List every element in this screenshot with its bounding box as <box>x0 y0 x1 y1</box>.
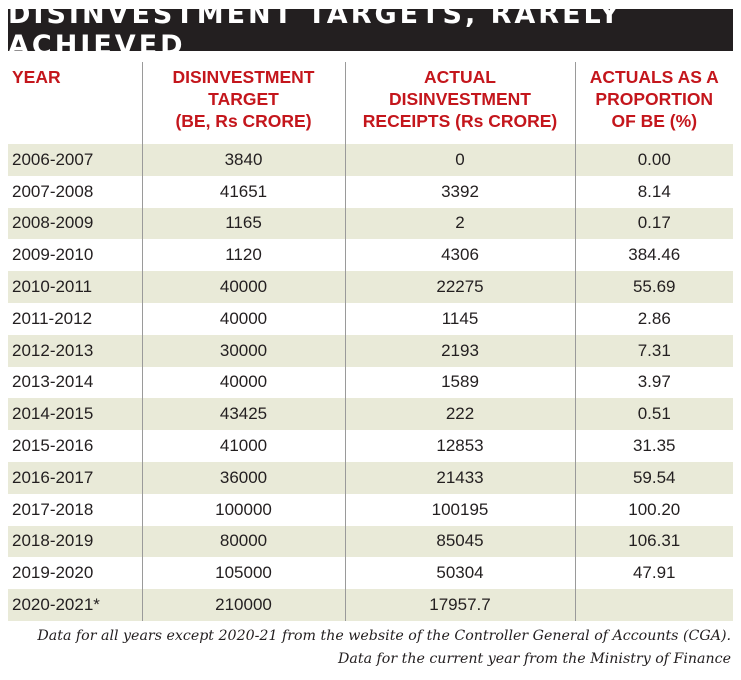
year-cell: 2011-2012 <box>12 308 93 328</box>
year-cell: 2008-2009 <box>8 207 142 240</box>
actual-cell: 22275 <box>344 271 575 303</box>
header-actual: ACTUAL DISINVESTMENT RECEIPTS (Rs CRORE) <box>344 62 575 144</box>
actual-cell: 2193 <box>344 334 575 367</box>
target-cell: 80000 <box>141 525 345 558</box>
table-row: 2009-2010 1120 4306 384.46 <box>8 239 733 272</box>
proportion-cell <box>574 589 733 621</box>
table-row: 2011-2012 40000 1145 2.86 <box>8 302 733 335</box>
target-cell: 1165 <box>141 207 345 240</box>
proportion-cell: 100.20 <box>574 493 733 526</box>
disinvestment-table: YEAR DISINVESTMENT TARGET (BE, Rs CRORE)… <box>8 62 733 621</box>
actual-cell: 0 <box>344 144 575 176</box>
proportion-cell: 8.14 <box>574 175 733 208</box>
header-line: RECEIPTS (Rs CRORE) <box>362 111 558 131</box>
title-bar: DISINVESTMENT TARGETS, RARELY ACHIEVED <box>8 0 733 61</box>
header-line: ACTUAL <box>424 67 496 87</box>
header-year: YEAR <box>8 62 142 144</box>
target-cell: 105000 <box>141 557 345 590</box>
header-line: YEAR <box>12 67 61 87</box>
actual-cell: 1145 <box>344 302 575 335</box>
actual-cell: 17957.7 <box>344 589 575 621</box>
year-cell: 2013-2014 <box>12 372 94 392</box>
year-cell: 2007-2008 <box>12 181 94 201</box>
proportion-cell: 31.35 <box>574 430 733 462</box>
table-row: 2014-2015 43425 222 0.51 <box>8 398 733 431</box>
table-row: 2007-2008 41651 3392 8.14 <box>8 175 733 208</box>
proportion-cell: 47.91 <box>574 557 733 590</box>
target-cell: 40000 <box>141 302 345 335</box>
proportion-cell: 0.51 <box>574 398 733 431</box>
table-row: 2020-2021* 210000 17957.7 <box>8 589 733 621</box>
table-row: 2017-2018 100000 100195 100.20 <box>8 493 733 526</box>
year-cell: 2017-2018 <box>12 499 94 519</box>
actual-cell: 1589 <box>344 366 575 399</box>
actual-cell: 100195 <box>344 493 575 526</box>
target-cell: 40000 <box>141 366 345 399</box>
proportion-cell: 0.17 <box>574 207 733 240</box>
target-cell: 41000 <box>141 430 345 462</box>
table-row: 2018-2019 80000 85045 106.31 <box>8 525 733 558</box>
target-cell: 36000 <box>141 461 345 494</box>
proportion-cell: 55.69 <box>574 271 733 303</box>
target-cell: 43425 <box>141 398 345 431</box>
actual-cell: 50304 <box>344 557 575 590</box>
proportion-cell: 2.86 <box>574 302 733 335</box>
actual-cell: 12853 <box>344 430 575 462</box>
year-cell: 2012-2013 <box>8 334 142 367</box>
table-row: 2016-2017 36000 21433 59.54 <box>8 461 733 494</box>
year-cell: 2018-2019 <box>8 525 142 558</box>
proportion-cell: 59.54 <box>574 461 733 494</box>
actual-cell: 21433 <box>344 461 575 494</box>
proportion-cell: 3.97 <box>574 366 733 399</box>
header-line: DISINVESTMENT <box>389 89 531 109</box>
year-cell: 2019-2020 <box>12 563 94 583</box>
header-row: YEAR DISINVESTMENT TARGET (BE, Rs CRORE)… <box>8 62 733 144</box>
proportion-cell: 0.00 <box>574 144 733 176</box>
year-cell: 2009-2010 <box>12 245 94 265</box>
target-cell: 3840 <box>141 144 345 176</box>
table-row: 2015-2016 41000 12853 31.35 <box>8 430 733 462</box>
target-cell: 41651 <box>141 175 345 208</box>
target-cell: 100000 <box>141 493 345 526</box>
table-title: DISINVESTMENT TARGETS, RARELY ACHIEVED <box>8 0 623 61</box>
year-cell: 2010-2011 <box>8 271 142 303</box>
header-target: DISINVESTMENT TARGET (BE, Rs CRORE) <box>141 62 345 144</box>
actual-cell: 85045 <box>344 525 575 558</box>
actual-cell: 2 <box>344 207 575 240</box>
target-cell: 210000 <box>141 589 345 621</box>
actual-cell: 3392 <box>344 175 575 208</box>
header-line: DISINVESTMENT <box>172 67 315 87</box>
proportion-cell: 7.31 <box>574 334 733 367</box>
year-cell: 2020-2021* <box>8 589 142 621</box>
proportion-cell: 384.46 <box>574 239 733 272</box>
table-row: 2008-2009 1165 2 0.17 <box>8 207 733 240</box>
actual-cell: 222 <box>344 398 575 431</box>
table-row: 2019-2020 105000 50304 47.91 <box>8 557 733 590</box>
target-cell: 1120 <box>141 239 345 272</box>
header-line: (BE, Rs CRORE) <box>175 111 312 131</box>
table-row: 2012-2013 30000 2193 7.31 <box>8 334 733 367</box>
target-cell: 40000 <box>141 271 345 303</box>
header-line: ACTUALS AS A <box>589 67 719 87</box>
actual-cell: 4306 <box>344 239 575 272</box>
header-line: OF BE (%) <box>611 111 698 131</box>
source-note: Data for the current year from the Minis… <box>338 651 731 667</box>
proportion-cell: 106.31 <box>574 525 733 558</box>
year-cell: 2006-2007 <box>8 144 142 176</box>
header-line: PROPORTION <box>595 89 714 109</box>
year-cell: 2014-2015 <box>8 398 142 431</box>
year-cell: 2016-2017 <box>8 461 142 494</box>
source-note: Data for all years except 2020-21 from t… <box>37 628 731 644</box>
year-cell: 2015-2016 <box>12 436 94 456</box>
header-line: TARGET <box>208 89 279 109</box>
table-row: 2013-2014 40000 1589 3.97 <box>8 366 733 399</box>
target-cell: 30000 <box>141 334 345 367</box>
table-row: 2010-2011 40000 22275 55.69 <box>8 271 733 303</box>
table-row: 2006-2007 3840 0 0.00 <box>8 144 733 176</box>
source-notes: Data for all years except 2020-21 from t… <box>37 625 731 671</box>
header-proportion: ACTUALS AS A PROPORTION OF BE (%) <box>574 62 733 144</box>
